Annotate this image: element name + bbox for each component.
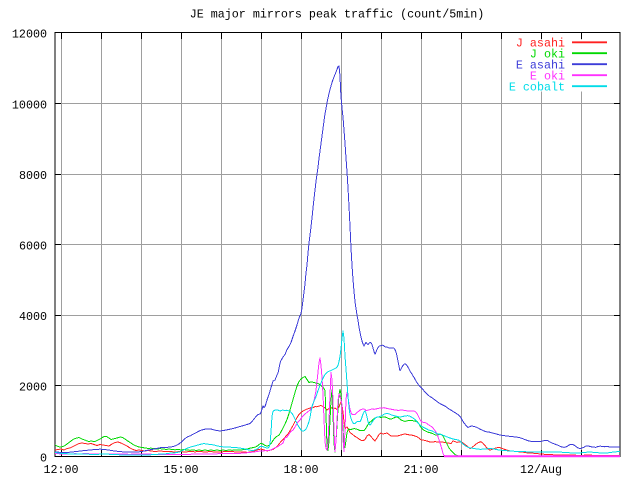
svg-text:18:00: 18:00 [283,463,318,477]
svg-text:JE major mirrors peak traffic: JE major mirrors peak traffic (count/5mi… [190,8,485,22]
svg-text:12000: 12000 [12,28,47,42]
svg-text:4000: 4000 [19,310,47,324]
svg-text:12/Aug: 12/Aug [520,463,562,477]
svg-text:J oki: J oki [530,48,565,62]
svg-text:2000: 2000 [19,381,47,395]
svg-text:0: 0 [40,452,47,466]
svg-text:10000: 10000 [12,98,47,112]
svg-text:J asahi: J asahi [516,37,565,51]
svg-text:21:00: 21:00 [403,463,438,477]
svg-text:8000: 8000 [19,169,47,183]
svg-text:E oki: E oki [530,70,565,84]
svg-text:E cobalt: E cobalt [509,81,565,95]
svg-text:6000: 6000 [19,239,47,253]
svg-text:12:00: 12:00 [43,463,78,477]
svg-text:15:00: 15:00 [163,463,198,477]
svg-text:E asahi: E asahi [516,59,565,73]
